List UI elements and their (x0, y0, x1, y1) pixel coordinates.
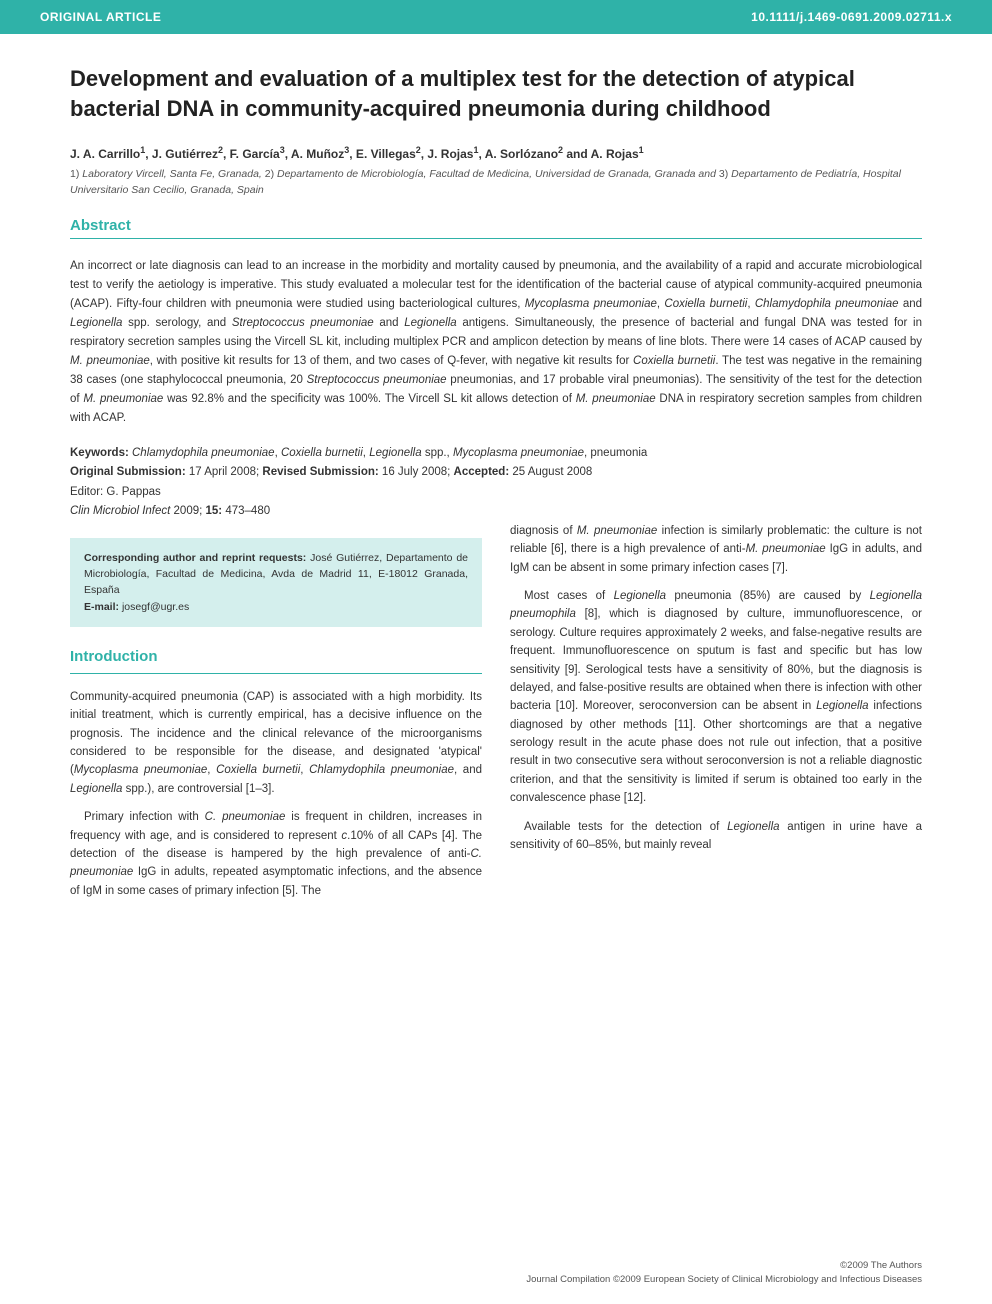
submission-line: Original Submission: 17 April 2008; Revi… (70, 463, 922, 483)
intro-p1: Community-acquired pneumonia (CAP) is as… (70, 688, 482, 798)
keywords-line: Keywords: Chlamydophila pneumoniae, Coxi… (70, 444, 922, 464)
corresponding-author-box: Corresponding author and reprint request… (70, 538, 482, 627)
right-p3: Available tests for the detection of Leg… (510, 818, 922, 855)
acc-date: 25 August 2008 (512, 466, 592, 478)
keywords-label: Keywords: (70, 447, 129, 459)
orig-sub-label: Original Submission: (70, 466, 186, 478)
keywords-block: Keywords: Chlamydophila pneumoniae, Coxi… (70, 444, 922, 522)
intro-p2: Primary infection with C. pneumoniae is … (70, 808, 482, 900)
affiliations-line: 1) Laboratory Vircell, Santa Fe, Granada… (70, 167, 922, 199)
article-title: Development and evaluation of a multiple… (70, 64, 922, 123)
authors-line: J. A. Carrillo1, J. Gutiérrez2, F. Garcí… (70, 145, 922, 161)
left-column: Corresponding author and reprint request… (70, 522, 482, 910)
citation-line: Clin Microbiol Infect 2009; 15: 473–480 (70, 502, 922, 522)
article-type-label: ORIGINAL ARTICLE (40, 10, 161, 24)
two-column-layout: Corresponding author and reprint request… (70, 522, 922, 910)
abstract-heading: Abstract (70, 217, 922, 239)
keywords-value: Chlamydophila pneumoniae, Coxiella burne… (132, 447, 647, 459)
footer-line2: Journal Compilation ©2009 European Socie… (526, 1273, 922, 1286)
footer-line1: ©2009 The Authors (526, 1259, 922, 1272)
rev-sub-date: 16 July 2008; (382, 466, 450, 478)
right-column: diagnosis of M. pneumoniae infection is … (510, 522, 922, 910)
rev-sub-label: Revised Submission: (262, 466, 378, 478)
orig-sub-date: 17 April 2008; (189, 466, 259, 478)
introduction-heading: Introduction (70, 645, 482, 674)
right-p1: diagnosis of M. pneumoniae infection is … (510, 522, 922, 577)
page-footer: ©2009 The Authors Journal Compilation ©2… (526, 1259, 922, 1286)
corr-email: josegf@ugr.es (122, 601, 189, 613)
editor-line: Editor: G. Pappas (70, 483, 922, 503)
doi-text: 10.1111/j.1469-0691.2009.02711.x (751, 10, 952, 24)
right-p2: Most cases of Legionella pneumonia (85%)… (510, 587, 922, 808)
acc-label: Accepted: (454, 466, 510, 478)
abstract-body: An incorrect or late diagnosis can lead … (70, 257, 922, 428)
page-content: Development and evaluation of a multiple… (0, 34, 992, 910)
corr-label: Corresponding author and reprint request… (84, 552, 306, 564)
corr-email-label: E-mail: (84, 601, 119, 613)
article-type-bar: ORIGINAL ARTICLE 10.1111/j.1469-0691.200… (0, 0, 992, 34)
